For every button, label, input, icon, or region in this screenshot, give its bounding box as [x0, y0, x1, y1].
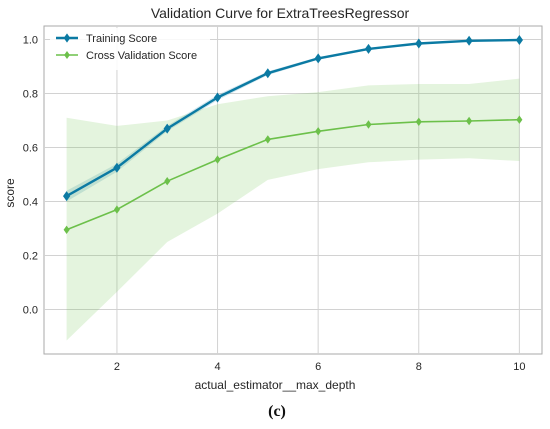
data-point	[63, 225, 70, 234]
data-point	[515, 35, 523, 45]
plot-area: 2 4 6 8 10 0.0 0.2 0.4 0.6 0.8 1.0 Training Score Cr…	[23, 25, 543, 373]
figure-caption: (c)	[268, 403, 286, 420]
data-point	[113, 162, 121, 173]
data-point	[314, 53, 322, 64]
data-point	[415, 117, 422, 126]
confidence-band	[66, 78, 520, 341]
plot-background	[43, 25, 543, 355]
data-point	[516, 115, 523, 124]
y-tick-label: 0.2	[23, 250, 38, 262]
data-point	[365, 120, 372, 129]
data-point	[113, 205, 120, 214]
x-tick-label: 6	[315, 361, 321, 373]
x-tick-label: 8	[416, 361, 422, 373]
series-line	[65, 38, 521, 198]
legend-label: Cross Validation Score	[86, 50, 197, 62]
legend-box	[50, 28, 210, 70]
chart-title: Validation Curve for ExtraTreesRegressor	[151, 5, 410, 21]
y-tick-label: 0.6	[23, 142, 38, 154]
x-tick-label: 10	[513, 361, 525, 373]
y-tick-label: 0.4	[23, 196, 38, 208]
data-point	[63, 191, 71, 202]
x-tick-label: 4	[214, 361, 220, 373]
data-point	[415, 38, 423, 49]
legend-swatch-marker	[64, 51, 70, 59]
data-point	[163, 123, 171, 134]
data-point	[465, 35, 473, 46]
data-point	[164, 177, 171, 186]
x-tick-label: 2	[114, 361, 120, 373]
y-axis-label: score	[3, 178, 17, 208]
y-tick-label: 0.8	[23, 88, 38, 100]
data-point	[264, 135, 271, 144]
legend-swatch-marker	[63, 33, 71, 43]
data-point	[213, 92, 222, 103]
legend-label: Training Score	[86, 33, 157, 45]
data-point	[466, 116, 473, 126]
data-point	[264, 68, 272, 79]
data-point	[214, 155, 221, 164]
y-tick-label: 0.0	[23, 304, 38, 316]
data-point	[364, 43, 373, 54]
legend: Training Score Cross Validation Score	[50, 28, 210, 70]
x-axis-label: actual_estimator__max_depth	[195, 378, 356, 392]
data-point	[315, 127, 322, 136]
y-tick-label: 1.0	[23, 34, 38, 46]
series-line	[65, 118, 521, 231]
